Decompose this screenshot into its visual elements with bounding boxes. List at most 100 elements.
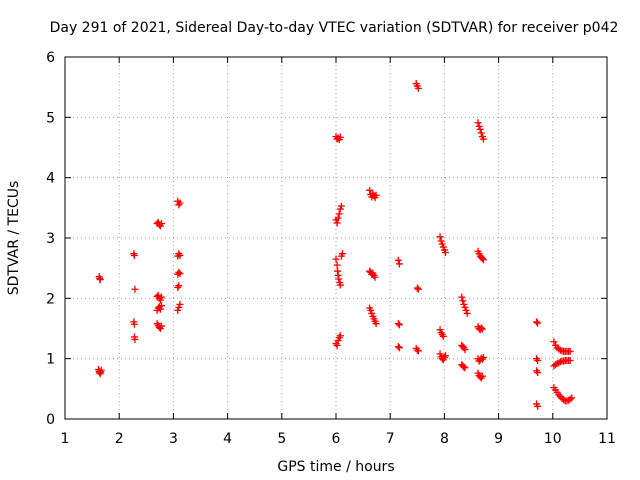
data-point [436,326,444,334]
data-point [566,395,574,403]
data-point [461,364,469,372]
data-point [437,237,445,245]
data-point [176,199,184,207]
data-point [394,320,402,328]
chart-title: Day 291 of 2021, Sidereal Day-to-day VTE… [50,20,619,36]
data-point [478,372,486,380]
data-point [479,256,487,264]
data-point [459,297,467,305]
data-point [130,251,138,259]
data-point [436,233,444,241]
data-point [131,335,139,343]
y-tick-label: 3 [46,231,55,247]
x-tick-label: 3 [169,431,178,447]
data-point [97,366,105,374]
data-point [157,322,165,330]
data-point [130,320,138,328]
data-point [176,300,184,308]
data-point [461,303,469,311]
data-point [414,347,422,355]
data-point [395,321,403,329]
data-point [395,344,403,352]
data-point [475,122,483,130]
data-point [413,284,421,292]
data-point [372,191,380,199]
data-point [479,353,487,361]
data-point [458,293,466,301]
data-point [534,369,542,377]
x-tick-label: 2 [115,431,124,447]
grid-lines [65,57,607,419]
data-point [436,350,444,358]
data-point [439,332,447,340]
data-point [174,306,182,314]
data-point [534,319,542,327]
x-tick-label: 9 [494,431,503,447]
x-tick-label: 6 [332,431,341,447]
y-tick-label: 4 [46,171,55,187]
x-axis: 1 2 3 4 5 6 7 8 9 10 11 [61,57,616,447]
data-point [157,293,165,301]
x-axis-label: GPS time / hours [277,459,394,475]
data-point [441,248,449,256]
data-point [131,285,139,293]
y-tick-label: 0 [46,412,55,428]
data-point [156,305,164,313]
data-point [414,285,422,293]
data-point [333,261,341,269]
data-point [333,219,341,227]
x-tick-label: 7 [386,431,395,447]
data-point [550,338,558,346]
data-markers [95,80,576,410]
data-point [336,332,344,340]
data-point [461,346,469,354]
y-axis-label: SDTVAR / TECUs [6,181,22,296]
data-point [176,270,184,278]
data-point [477,129,485,137]
data-point [477,324,485,332]
y-tick-label: 5 [46,110,55,126]
data-point [394,343,402,351]
data-point [395,260,403,268]
data-point [439,243,447,251]
data-point [394,256,402,264]
data-point [366,186,374,194]
data-point [176,251,184,259]
data-point [157,220,165,228]
data-point [175,303,183,311]
data-point [175,282,183,290]
y-tick-label: 1 [46,352,55,368]
data-point [371,273,379,281]
data-point [476,125,484,133]
data-point [460,300,468,308]
data-point [441,352,449,360]
x-tick-label: 4 [223,431,232,447]
data-point [335,275,343,283]
data-point [474,119,482,127]
data-point [367,306,375,314]
x-tick-label: 5 [277,431,286,447]
data-point [156,296,164,304]
y-tick-label: 6 [46,50,55,66]
x-tick-label: 1 [61,431,70,447]
data-point [372,320,380,328]
data-point [336,205,344,213]
data-point [96,276,104,284]
data-point [568,394,576,402]
data-point [336,133,344,141]
data-point [335,210,343,218]
data-point [332,255,340,263]
data-point [438,240,446,248]
data-point [175,268,183,276]
x-tick-label: 8 [440,431,449,447]
x-tick-label: 10 [544,431,562,447]
data-point [534,356,542,364]
data-point [157,302,165,310]
data-point [566,356,574,364]
data-point [478,325,486,333]
data-point [478,255,486,263]
data-point [414,84,422,92]
data-point [339,250,347,258]
data-point [462,306,470,314]
